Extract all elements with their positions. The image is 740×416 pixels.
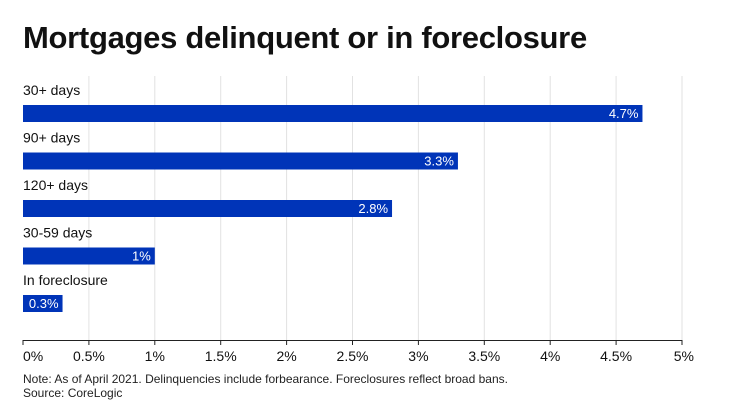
bar [23,105,643,122]
category-label: 90+ days [23,130,80,146]
data-label: 0.3% [29,296,59,311]
x-tick-label: 0.5% [73,348,105,364]
data-label: 3.3% [424,154,454,169]
bar [23,247,155,265]
x-tick-label: 3.5% [468,348,500,364]
bar [23,200,393,217]
data-label: 1% [132,249,151,264]
x-tick-label: 0% [23,348,43,364]
bar [23,152,458,170]
x-tick-label: 5% [674,348,694,364]
data-label: 2.8% [358,201,388,216]
x-tick-label: 2.5% [337,348,369,364]
x-tick-label: 1.5% [205,348,237,364]
bars: 30+ days 4.7% 90+ days 3.3% 120+ days 2.8% 30-… [23,82,643,312]
chart-source: Source: CoreLogic [23,386,123,400]
category-label: 120+ days [23,177,88,193]
x-tick-label: 4% [540,348,560,364]
x-tick-label: 4.5% [600,348,632,364]
category-label: 30+ days [23,82,80,98]
bar [23,295,63,312]
bar-chart: 30+ days 4.7% 90+ days 3.3% 120+ days 2.8% 30-… [22,76,694,364]
chart-notes: Note: As of April 2021. Delinquencies in… [23,372,508,400]
x-tick-label: 2% [276,348,296,364]
x-axis: 0% 0.5% 1% 1.5% 2% 2.5% 3% 3.5% 4% 4.5% 5% [22,340,694,364]
category-label: 30-59 days [23,225,92,241]
chart-title: Mortgages delinquent or in foreclosure [23,20,587,55]
x-tick-label: 3% [408,348,428,364]
data-label: 4.7% [609,106,639,121]
chart-note: Note: As of April 2021. Delinquencies in… [23,372,508,386]
category-label: In foreclosure [23,272,108,288]
x-tick-label: 1% [145,348,165,364]
